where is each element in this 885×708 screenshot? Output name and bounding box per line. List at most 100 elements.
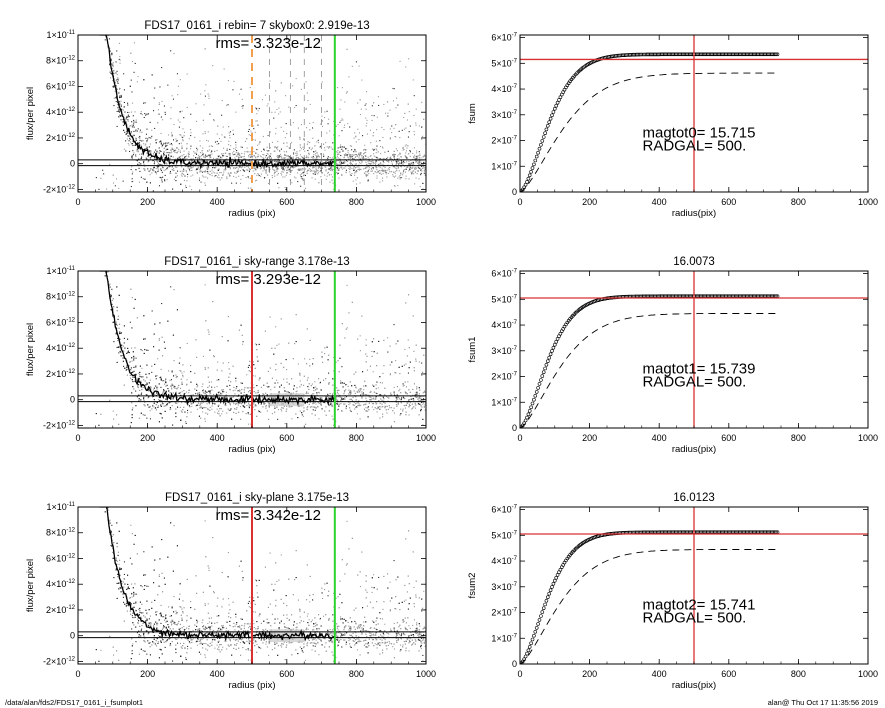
scatter-point — [117, 104, 119, 106]
scatter-point — [383, 129, 385, 131]
scatter-point — [267, 157, 269, 159]
scatter-point — [288, 156, 290, 158]
scatter-point — [283, 168, 285, 170]
scatter-point — [344, 161, 346, 163]
scatter-point — [277, 146, 279, 148]
scatter-point — [341, 146, 343, 148]
scatter-point — [235, 182, 237, 184]
scatter-point — [117, 82, 119, 84]
scatter-point — [358, 153, 360, 155]
scatter-point — [400, 156, 402, 158]
scatter-point — [248, 171, 250, 173]
x-axis-label: radius(pix) — [672, 208, 716, 219]
scatter-point — [196, 172, 198, 174]
scatter-point — [397, 396, 399, 398]
scatter-point — [153, 110, 155, 112]
scatter-point — [404, 391, 406, 393]
scatter-point — [391, 163, 393, 165]
plot-area — [520, 35, 868, 192]
scatter-point — [308, 147, 310, 149]
scatter-point — [272, 169, 274, 171]
scatter-point — [165, 378, 167, 380]
scatter-point — [130, 141, 132, 143]
scatter-point — [143, 79, 145, 81]
x-tick-label: 800 — [791, 197, 806, 207]
scatter-point — [287, 155, 289, 157]
scatter-point — [414, 407, 416, 409]
scatter-point — [185, 186, 187, 188]
scatter-point — [249, 177, 251, 179]
scatter-point — [211, 386, 213, 388]
scatter-point — [235, 167, 237, 169]
scatter-point — [325, 166, 327, 168]
scatter-point — [295, 152, 297, 154]
scatter-point — [311, 162, 313, 164]
scatter-point — [208, 149, 210, 151]
scatter-point — [139, 170, 141, 172]
scatter-point — [200, 155, 202, 157]
scatter-point — [358, 152, 360, 154]
scatter-point — [370, 155, 372, 157]
scatter-point — [341, 168, 343, 170]
scatter-point — [340, 120, 342, 122]
scatter-point — [148, 160, 150, 162]
scatter-point — [399, 137, 401, 139]
scatter-point — [393, 324, 395, 326]
scatter-point — [224, 152, 226, 154]
fsum-point — [540, 139, 545, 143]
scatter-point — [341, 174, 343, 176]
scatter-point — [345, 92, 347, 94]
scatter-point — [312, 166, 314, 168]
scatter-point — [311, 170, 313, 172]
scatter-point — [127, 120, 129, 122]
plots-group: FDS17_0161_i rebin= 7 skybox0: 2.919e-13… — [25, 20, 878, 691]
scatter-point — [285, 174, 287, 176]
scatter-point — [203, 104, 205, 106]
scatter-point — [187, 165, 189, 167]
scatter-point — [287, 169, 289, 171]
scatter-point — [202, 156, 204, 158]
scatter-point — [178, 143, 180, 145]
scatter-point — [138, 142, 140, 144]
scatter-point — [346, 284, 348, 286]
scatter-point — [423, 172, 425, 174]
scatter-point — [147, 168, 149, 170]
scatter-point — [277, 140, 279, 142]
scatter-point — [413, 394, 415, 396]
scatter-point — [417, 167, 419, 169]
scatter-point — [278, 156, 280, 158]
scatter-point — [254, 139, 256, 141]
scatter-point — [308, 160, 310, 162]
scatter-point — [363, 149, 365, 151]
scatter-point — [340, 155, 342, 157]
scatter-point — [181, 166, 183, 168]
scatter-point — [257, 156, 259, 158]
scatter-point — [242, 341, 244, 343]
scatter-point — [196, 168, 198, 170]
x-tick-label: 1000 — [416, 197, 436, 207]
scatter-point — [355, 160, 357, 162]
scatter-point — [244, 170, 246, 172]
scatter-point — [160, 132, 162, 134]
scatter-point — [236, 155, 238, 157]
scatter-point — [375, 161, 377, 163]
scatter-point — [127, 114, 129, 116]
scatter-point — [305, 157, 307, 159]
scatter-point — [155, 168, 157, 170]
scatter-point — [337, 147, 339, 149]
scatter-point — [295, 155, 297, 157]
scatter-point — [337, 163, 339, 165]
scatter-point — [363, 157, 365, 159]
scatter-point — [242, 160, 244, 162]
scatter-point — [204, 171, 206, 173]
scatter-point — [325, 170, 327, 172]
scatter-point — [158, 113, 160, 115]
scatter-point — [299, 136, 301, 138]
scatter-point — [169, 156, 171, 158]
scatter-point — [269, 168, 271, 170]
scatter-point — [351, 65, 353, 67]
scatter-point — [134, 62, 136, 64]
scatter-point — [382, 169, 384, 171]
scatter-point — [140, 380, 142, 382]
